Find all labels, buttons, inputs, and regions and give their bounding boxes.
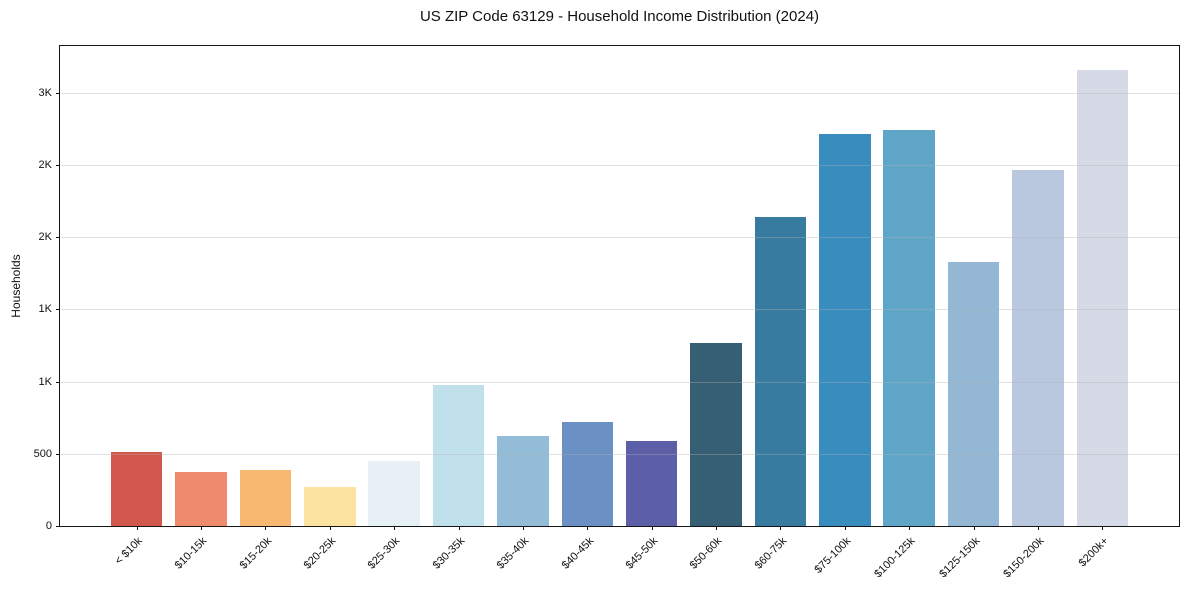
chart-title: US ZIP Code 63129 - Household Income Dis… xyxy=(419,8,820,25)
x-tick-label: $50-60k xyxy=(687,535,725,572)
bar xyxy=(1076,70,1129,526)
y-gridline xyxy=(60,237,1179,239)
x-tick-mark xyxy=(1102,526,1104,530)
y-tick-mark xyxy=(56,237,60,239)
x-tick-label: $40-45k xyxy=(559,535,596,572)
bar xyxy=(625,440,678,526)
y-tick-label: 2K xyxy=(38,158,52,171)
y-tick-mark xyxy=(56,309,60,311)
bar xyxy=(947,261,1000,526)
x-tick-label: < $10k xyxy=(113,535,146,568)
x-tick-mark xyxy=(329,526,331,530)
x-tick-mark xyxy=(201,526,202,530)
x-tick-mark xyxy=(394,526,396,530)
x-tick-mark xyxy=(265,526,267,530)
y-tick-label: 3K xyxy=(38,86,52,99)
y-axis-label: Households xyxy=(9,254,23,318)
x-tick-label: $35-40k xyxy=(494,535,532,572)
bar xyxy=(368,461,420,526)
x-tick-mark xyxy=(522,526,524,530)
bar xyxy=(175,471,227,526)
y-tick-mark xyxy=(56,526,60,527)
bar xyxy=(883,130,935,526)
y-tick-mark xyxy=(56,453,60,455)
y-tick-label: 1K xyxy=(38,375,52,388)
x-tick-label: $10-15k xyxy=(172,535,210,572)
x-tick-mark xyxy=(587,526,589,530)
x-tick-mark xyxy=(458,526,460,530)
plot-area: 0 500 1K 1K 2K 2K 3K < $10k $10-15k $15-20k $20-25… xyxy=(34,45,1180,580)
y-gridline xyxy=(60,309,1179,311)
x-tick-label: $100-125k xyxy=(872,535,918,581)
x-tick-mark xyxy=(909,526,911,530)
bar xyxy=(304,487,356,526)
y-gridline xyxy=(60,164,1179,166)
x-tick-label: $125-150k xyxy=(936,535,983,581)
x-tick-label: $15-20k xyxy=(237,535,274,572)
bar xyxy=(754,216,807,526)
bar xyxy=(561,422,614,526)
y-tick-mark xyxy=(56,381,60,383)
bar xyxy=(819,133,871,526)
bar xyxy=(110,452,163,526)
y-gridline xyxy=(60,381,1179,383)
y-tick-mark xyxy=(56,92,60,94)
x-tick-label: $30-35k xyxy=(430,535,468,572)
bar xyxy=(239,470,292,526)
x-tick-mark xyxy=(973,526,975,530)
y-tick-label: 500 xyxy=(33,447,52,460)
y-gridline xyxy=(60,453,1179,455)
bar xyxy=(432,385,485,526)
x-tick-mark xyxy=(844,526,846,530)
y-gridline xyxy=(60,92,1179,94)
y-tick-label: 1K xyxy=(38,303,52,316)
y-tick-label: 2K xyxy=(38,231,52,244)
x-tick-mark xyxy=(1037,526,1039,530)
x-tick-mark xyxy=(651,526,653,530)
x-tick-label: $150-200k xyxy=(1001,535,1047,581)
x-tick-label: $60-75k xyxy=(752,535,789,572)
y-tick-label: 0 xyxy=(45,520,52,532)
bar xyxy=(1012,170,1064,526)
x-tick-label: $75-100k xyxy=(812,535,854,576)
x-tick-label: $45-50k xyxy=(623,535,661,572)
bar xyxy=(690,342,742,526)
x-tick-label: $200k+ xyxy=(1076,535,1111,570)
bar xyxy=(497,436,549,526)
x-tick-mark xyxy=(716,526,718,530)
x-tick-label: $20-25k xyxy=(301,535,339,572)
x-tick-mark xyxy=(136,526,138,530)
x-tick-mark xyxy=(780,526,782,530)
x-tick-label: $25-30k xyxy=(366,535,403,572)
y-tick-mark xyxy=(56,164,60,166)
